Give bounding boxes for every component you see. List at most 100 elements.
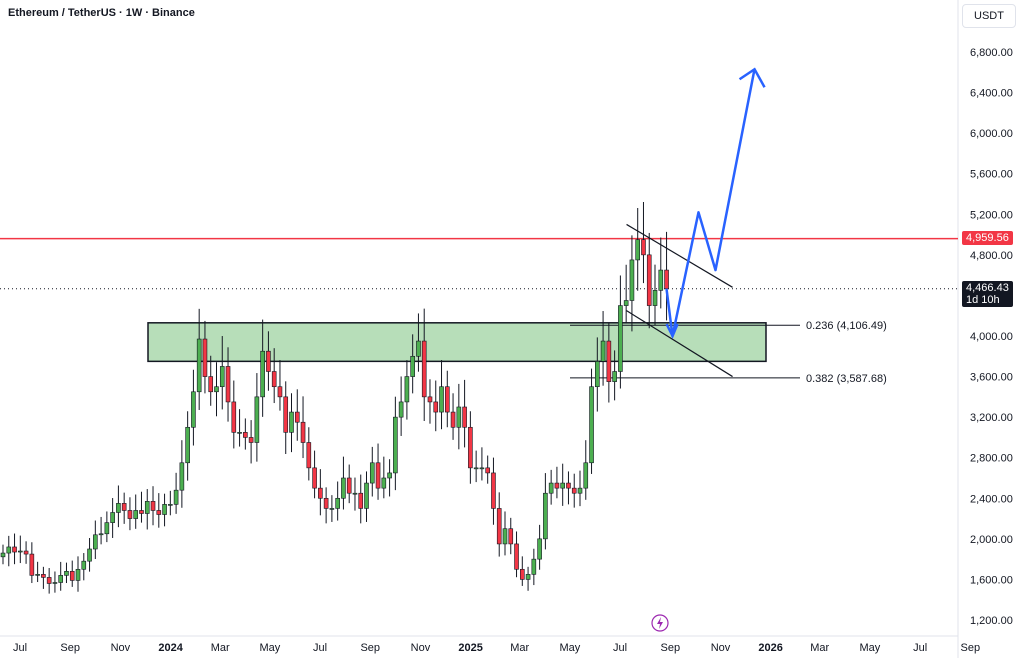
fib-level-label: 0.382 (3,587.68) — [806, 373, 887, 385]
candle-body — [29, 553, 35, 576]
candle-body — [398, 401, 404, 418]
candle-body — [618, 305, 623, 372]
candle-body — [87, 548, 92, 562]
time-tick-label: Sep — [660, 642, 680, 654]
candle-body — [381, 477, 387, 489]
candle-body — [473, 467, 479, 470]
time-tick-label: Jul — [913, 642, 927, 654]
candle-body — [462, 406, 467, 428]
candle-body — [110, 512, 115, 523]
candle-body — [577, 487, 583, 494]
price-tick-label: 3,600.00 — [970, 372, 1013, 384]
last-price-value: 4,466.43 — [966, 281, 1009, 294]
time-tick-label: Sep — [360, 642, 380, 654]
candle-body — [196, 338, 202, 393]
candle-body — [629, 259, 635, 301]
price-tick-label: 1,200.00 — [970, 615, 1013, 627]
candle-body — [560, 482, 565, 489]
time-tick-label: Jul — [313, 642, 327, 654]
candle-body — [260, 350, 265, 398]
candle-body — [421, 340, 427, 398]
candle-body — [600, 340, 606, 362]
candle-body — [98, 533, 104, 536]
candle-body — [46, 577, 52, 584]
candle-body — [75, 568, 81, 581]
time-tick-label: Nov — [711, 642, 731, 654]
candle-body — [606, 340, 612, 382]
projection-arrowhead-up — [738, 67, 766, 88]
candle-body — [64, 571, 69, 576]
candle-body — [664, 269, 669, 289]
candle-body — [254, 396, 260, 443]
price-tick-label: 6,800.00 — [970, 47, 1013, 59]
candle-body — [508, 528, 514, 545]
candle-body — [6, 546, 12, 554]
candle-body — [104, 522, 110, 535]
candle-body — [162, 504, 167, 515]
candle-body — [502, 528, 508, 545]
candle-body — [519, 568, 525, 580]
candle-body — [375, 462, 381, 489]
candle-body — [52, 582, 58, 584]
candle-body — [329, 508, 335, 510]
candle-body — [208, 376, 214, 393]
candle-body — [566, 482, 571, 489]
candle-body — [439, 386, 444, 413]
candle-body — [595, 361, 600, 388]
candle-body — [202, 338, 208, 377]
candle-body — [485, 467, 490, 474]
candle-body — [491, 472, 496, 509]
candle-body — [416, 340, 421, 357]
candle-body — [283, 396, 289, 433]
candle-body — [294, 411, 300, 423]
candle-body — [69, 571, 75, 581]
candle-body — [444, 386, 450, 413]
candle-body — [393, 416, 398, 474]
currency-selector[interactable]: USDT — [962, 4, 1016, 28]
time-tick-label: Sep — [961, 642, 981, 654]
candle-body — [144, 501, 150, 514]
candle-body — [231, 401, 237, 433]
price-tick-label: 1,600.00 — [970, 574, 1013, 586]
candle-body — [323, 497, 329, 509]
candle-body — [369, 462, 375, 484]
candle-body — [641, 239, 646, 256]
countdown-label: 1d 10h — [966, 293, 1000, 306]
price-tick-label: 3,200.00 — [970, 412, 1013, 424]
candle-body — [191, 391, 196, 428]
candle-body — [623, 300, 629, 306]
time-tick-label: 2025 — [458, 642, 482, 654]
time-tick-label: Nov — [411, 642, 431, 654]
candle-body — [537, 538, 542, 560]
candle-body — [237, 432, 242, 434]
candle-body — [479, 467, 485, 470]
candle-body — [543, 492, 548, 540]
time-tick-label: Mar — [510, 642, 529, 654]
upper-trendline — [626, 223, 733, 288]
candle-body — [289, 411, 294, 433]
candle-body — [525, 574, 531, 580]
candle-body — [312, 467, 317, 489]
candle-body — [652, 290, 658, 306]
candle-body — [139, 510, 144, 514]
candle-body — [127, 510, 133, 519]
candle-body — [635, 239, 641, 261]
price-tick-label: 5,600.00 — [970, 169, 1013, 181]
time-tick-label: May — [559, 642, 580, 654]
time-tick-label: May — [259, 642, 280, 654]
candle-body — [116, 503, 121, 513]
time-tick-label: May — [860, 642, 881, 654]
candle-body — [248, 437, 254, 443]
candle-body — [306, 442, 312, 469]
candle-body — [554, 482, 560, 489]
candle-body — [646, 254, 652, 306]
candle-body — [150, 501, 156, 511]
chart-title: Ethereum / TetherUS · 1W · Binance — [8, 7, 195, 19]
candle-body — [173, 489, 179, 505]
candle-body — [156, 510, 162, 515]
price-tick-label: 4,800.00 — [970, 250, 1013, 262]
candle-body — [35, 574, 40, 576]
demand-zone — [147, 322, 767, 363]
candle-body — [81, 560, 87, 570]
